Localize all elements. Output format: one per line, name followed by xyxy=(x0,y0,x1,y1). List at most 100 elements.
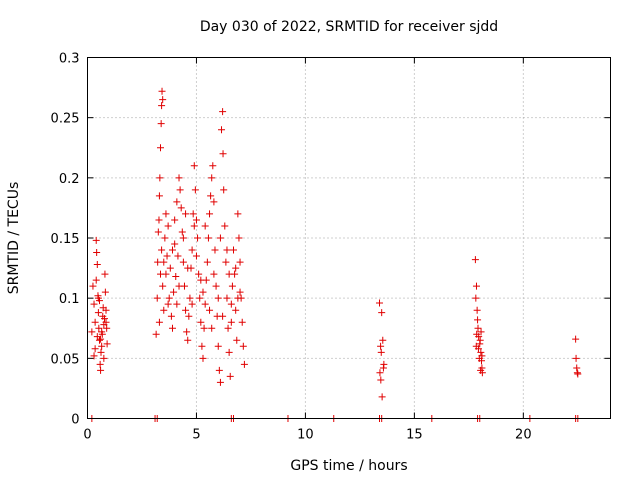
data-point xyxy=(473,306,481,314)
data-point xyxy=(234,294,242,302)
data-point xyxy=(223,246,231,254)
y-tick-label: 0.25 xyxy=(51,112,80,127)
data-point xyxy=(177,204,185,212)
data-point xyxy=(156,174,164,182)
data-point xyxy=(174,252,182,260)
data-point xyxy=(206,210,214,218)
data-point xyxy=(160,306,168,314)
data-point xyxy=(199,354,207,362)
data-point xyxy=(191,186,199,194)
data-point xyxy=(574,370,582,378)
data-point xyxy=(230,246,238,254)
data-point xyxy=(183,328,191,336)
data-point xyxy=(220,186,228,194)
y-axis-label: SRMTID / TECUs xyxy=(6,182,22,295)
data-point xyxy=(166,264,174,272)
y-tick-label: 0.1 xyxy=(59,292,80,307)
data-point xyxy=(179,234,187,242)
data-point xyxy=(201,300,209,308)
data-point xyxy=(218,126,226,134)
data-point xyxy=(182,210,190,218)
data-point xyxy=(163,252,171,260)
data-point xyxy=(477,366,485,374)
data-point xyxy=(162,270,170,278)
data-point xyxy=(94,309,102,317)
data-point xyxy=(96,360,104,368)
data-point xyxy=(173,300,181,308)
data-point xyxy=(158,102,166,110)
data-point xyxy=(203,258,211,266)
data-point xyxy=(219,312,227,320)
data-point xyxy=(377,376,385,384)
data-point xyxy=(472,342,480,350)
data-point xyxy=(178,228,186,236)
data-point xyxy=(155,192,163,200)
data-point xyxy=(474,316,482,324)
data-point xyxy=(379,336,387,344)
data-point xyxy=(474,324,482,332)
data-point xyxy=(477,348,485,356)
data-point xyxy=(103,324,111,332)
data-point xyxy=(159,282,167,290)
data-point xyxy=(197,276,205,284)
data-point xyxy=(216,378,224,386)
y-tick-label: 0.05 xyxy=(51,352,80,367)
data-point xyxy=(236,288,244,296)
data-point xyxy=(204,234,212,242)
data-point xyxy=(97,335,105,343)
data-point xyxy=(95,324,103,332)
data-point xyxy=(182,306,190,314)
data-point xyxy=(225,270,233,278)
x-tick-label: 15 xyxy=(406,428,423,443)
data-point xyxy=(98,342,106,350)
data-point xyxy=(101,270,109,278)
data-point xyxy=(152,330,160,338)
data-point xyxy=(155,216,163,224)
data-point xyxy=(378,393,386,401)
data-point xyxy=(376,369,384,377)
data-point xyxy=(158,246,166,254)
data-point xyxy=(170,288,178,296)
data-point xyxy=(216,234,224,242)
axis-ticks: 0 0.05 0.1 0.15 0.2 0.25 0.3 0 5 10 15 20 xyxy=(51,52,611,443)
data-point xyxy=(194,234,202,242)
data-point xyxy=(90,352,98,360)
data-point xyxy=(214,294,222,302)
data-point xyxy=(164,222,172,230)
data-point xyxy=(153,294,161,302)
data-point xyxy=(89,282,97,290)
data-point xyxy=(208,174,216,182)
y-tick-label: 0.2 xyxy=(59,172,80,187)
data-point xyxy=(98,328,106,336)
data-point xyxy=(226,372,234,380)
data-point xyxy=(228,282,236,290)
y-tick-label: 0 xyxy=(71,413,79,428)
data-point xyxy=(154,258,162,266)
data-point xyxy=(157,120,165,128)
data-point xyxy=(175,282,183,290)
data-point xyxy=(186,294,194,302)
data-point xyxy=(200,324,208,332)
data-point xyxy=(236,258,244,266)
data-point xyxy=(93,248,101,256)
data-point xyxy=(90,300,98,308)
data-point xyxy=(88,328,96,336)
data-point xyxy=(190,222,198,230)
y-tick-label: 0.15 xyxy=(51,232,80,247)
data-point xyxy=(222,258,230,266)
data-point xyxy=(162,210,170,218)
data-point xyxy=(103,340,111,348)
data-point xyxy=(164,300,172,308)
data-point xyxy=(378,309,386,317)
data-point xyxy=(184,336,192,344)
data-point xyxy=(210,198,218,206)
data-point xyxy=(239,342,247,350)
data-point xyxy=(171,240,179,248)
data-point xyxy=(233,336,241,344)
data-point xyxy=(377,348,385,356)
data-point xyxy=(168,246,176,254)
data-point xyxy=(161,234,169,242)
data-point xyxy=(472,294,480,302)
x-tick-label: 10 xyxy=(297,428,314,443)
